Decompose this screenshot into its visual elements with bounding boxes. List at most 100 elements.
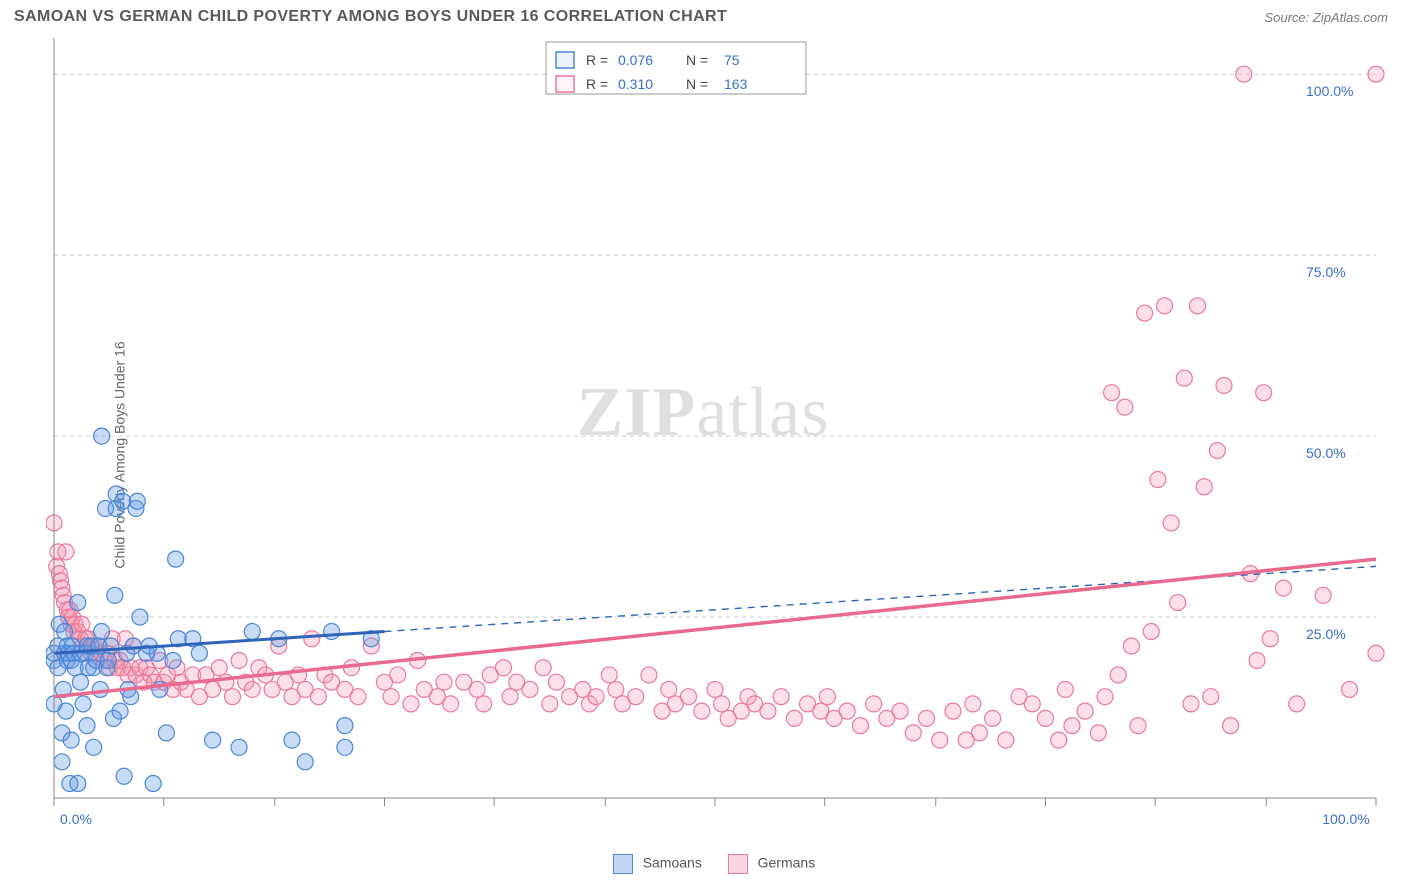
data-point <box>707 681 723 697</box>
svg-text:R =: R = <box>586 52 608 68</box>
data-point <box>694 703 710 719</box>
data-point <box>70 595 86 611</box>
data-point <box>337 718 353 734</box>
header: SAMOAN VS GERMAN CHILD POVERTY AMONG BOY… <box>0 0 1406 30</box>
data-point <box>1209 443 1225 459</box>
data-point <box>1051 732 1067 748</box>
data-point <box>86 739 102 755</box>
data-point <box>1097 689 1113 705</box>
data-point <box>94 624 110 640</box>
data-point <box>75 696 91 712</box>
data-point <box>628 689 644 705</box>
data-point <box>1104 385 1120 401</box>
data-point <box>1190 298 1206 314</box>
data-point <box>103 638 119 654</box>
data-point <box>661 681 677 697</box>
svg-text:75: 75 <box>724 52 740 68</box>
data-point <box>1123 638 1139 654</box>
data-point <box>542 696 558 712</box>
scatter-chart: 25.0%50.0%75.0%100.0% 0.0%100.0% R =0.07… <box>46 30 1388 830</box>
data-point <box>1342 681 1358 697</box>
data-point <box>1256 385 1272 401</box>
data-point <box>205 732 221 748</box>
data-point <box>350 689 366 705</box>
svg-text:75.0%: 75.0% <box>1306 264 1346 280</box>
data-point <box>495 660 511 676</box>
data-point <box>786 710 802 726</box>
data-point <box>231 652 247 668</box>
data-point <box>601 667 617 683</box>
data-point <box>1289 696 1305 712</box>
svg-text:0.076: 0.076 <box>618 52 653 68</box>
svg-text:100.0%: 100.0% <box>1322 811 1369 827</box>
data-point <box>129 493 145 509</box>
data-point <box>985 710 1001 726</box>
chart-container: Child Poverty Among Boys Under 16 ZIPatl… <box>0 30 1406 880</box>
data-point <box>1170 595 1186 611</box>
data-point <box>436 674 452 690</box>
data-point <box>1368 66 1384 82</box>
data-point <box>1064 718 1080 734</box>
legend-swatch-pink <box>728 854 748 874</box>
data-point <box>244 624 260 640</box>
svg-text:0.310: 0.310 <box>618 76 653 92</box>
data-point <box>1024 696 1040 712</box>
data-point <box>1368 645 1384 661</box>
data-point <box>58 544 74 560</box>
data-point <box>224 689 240 705</box>
data-point <box>74 616 90 632</box>
data-point <box>1236 66 1252 82</box>
data-point <box>94 428 110 444</box>
data-point <box>304 631 320 647</box>
chart-title: SAMOAN VS GERMAN CHILD POVERTY AMONG BOY… <box>14 8 727 26</box>
data-point <box>168 551 184 567</box>
data-point <box>760 703 776 719</box>
data-point <box>443 696 459 712</box>
data-point <box>932 732 948 748</box>
data-point <box>1203 689 1219 705</box>
data-point <box>1117 399 1133 415</box>
data-point <box>998 732 1014 748</box>
data-point <box>1262 631 1278 647</box>
data-point <box>1143 624 1159 640</box>
data-point <box>390 667 406 683</box>
data-point <box>1130 718 1146 734</box>
data-point <box>714 696 730 712</box>
data-point <box>63 732 79 748</box>
data-point <box>839 703 855 719</box>
legend-label-germans: Germans <box>758 855 816 871</box>
data-point <box>107 587 123 603</box>
data-point <box>819 689 835 705</box>
svg-text:R =: R = <box>586 76 608 92</box>
data-point <box>403 696 419 712</box>
data-point <box>1216 377 1232 393</box>
svg-text:N =: N = <box>686 76 708 92</box>
data-point <box>324 624 340 640</box>
data-point <box>919 710 935 726</box>
data-point <box>1275 580 1291 596</box>
data-point <box>469 681 485 697</box>
data-point <box>1156 298 1172 314</box>
legend-bottom: Samoans Germans <box>0 854 1406 874</box>
data-point <box>1249 652 1265 668</box>
svg-text:25.0%: 25.0% <box>1306 626 1346 642</box>
data-point <box>535 660 551 676</box>
data-point <box>852 718 868 734</box>
data-point <box>132 609 148 625</box>
data-point <box>1183 696 1199 712</box>
data-point <box>297 754 313 770</box>
data-point <box>79 718 95 734</box>
data-point <box>1110 667 1126 683</box>
data-point <box>773 689 789 705</box>
data-point <box>70 776 86 792</box>
data-point <box>244 681 260 697</box>
legend-swatch-blue <box>613 854 633 874</box>
data-point <box>588 689 604 705</box>
data-point <box>112 703 128 719</box>
data-point <box>1057 681 1073 697</box>
data-point <box>165 652 181 668</box>
data-point <box>1077 703 1093 719</box>
source-label: Source: ZipAtlas.com <box>1264 10 1388 25</box>
data-point <box>641 667 657 683</box>
data-point <box>971 725 987 741</box>
